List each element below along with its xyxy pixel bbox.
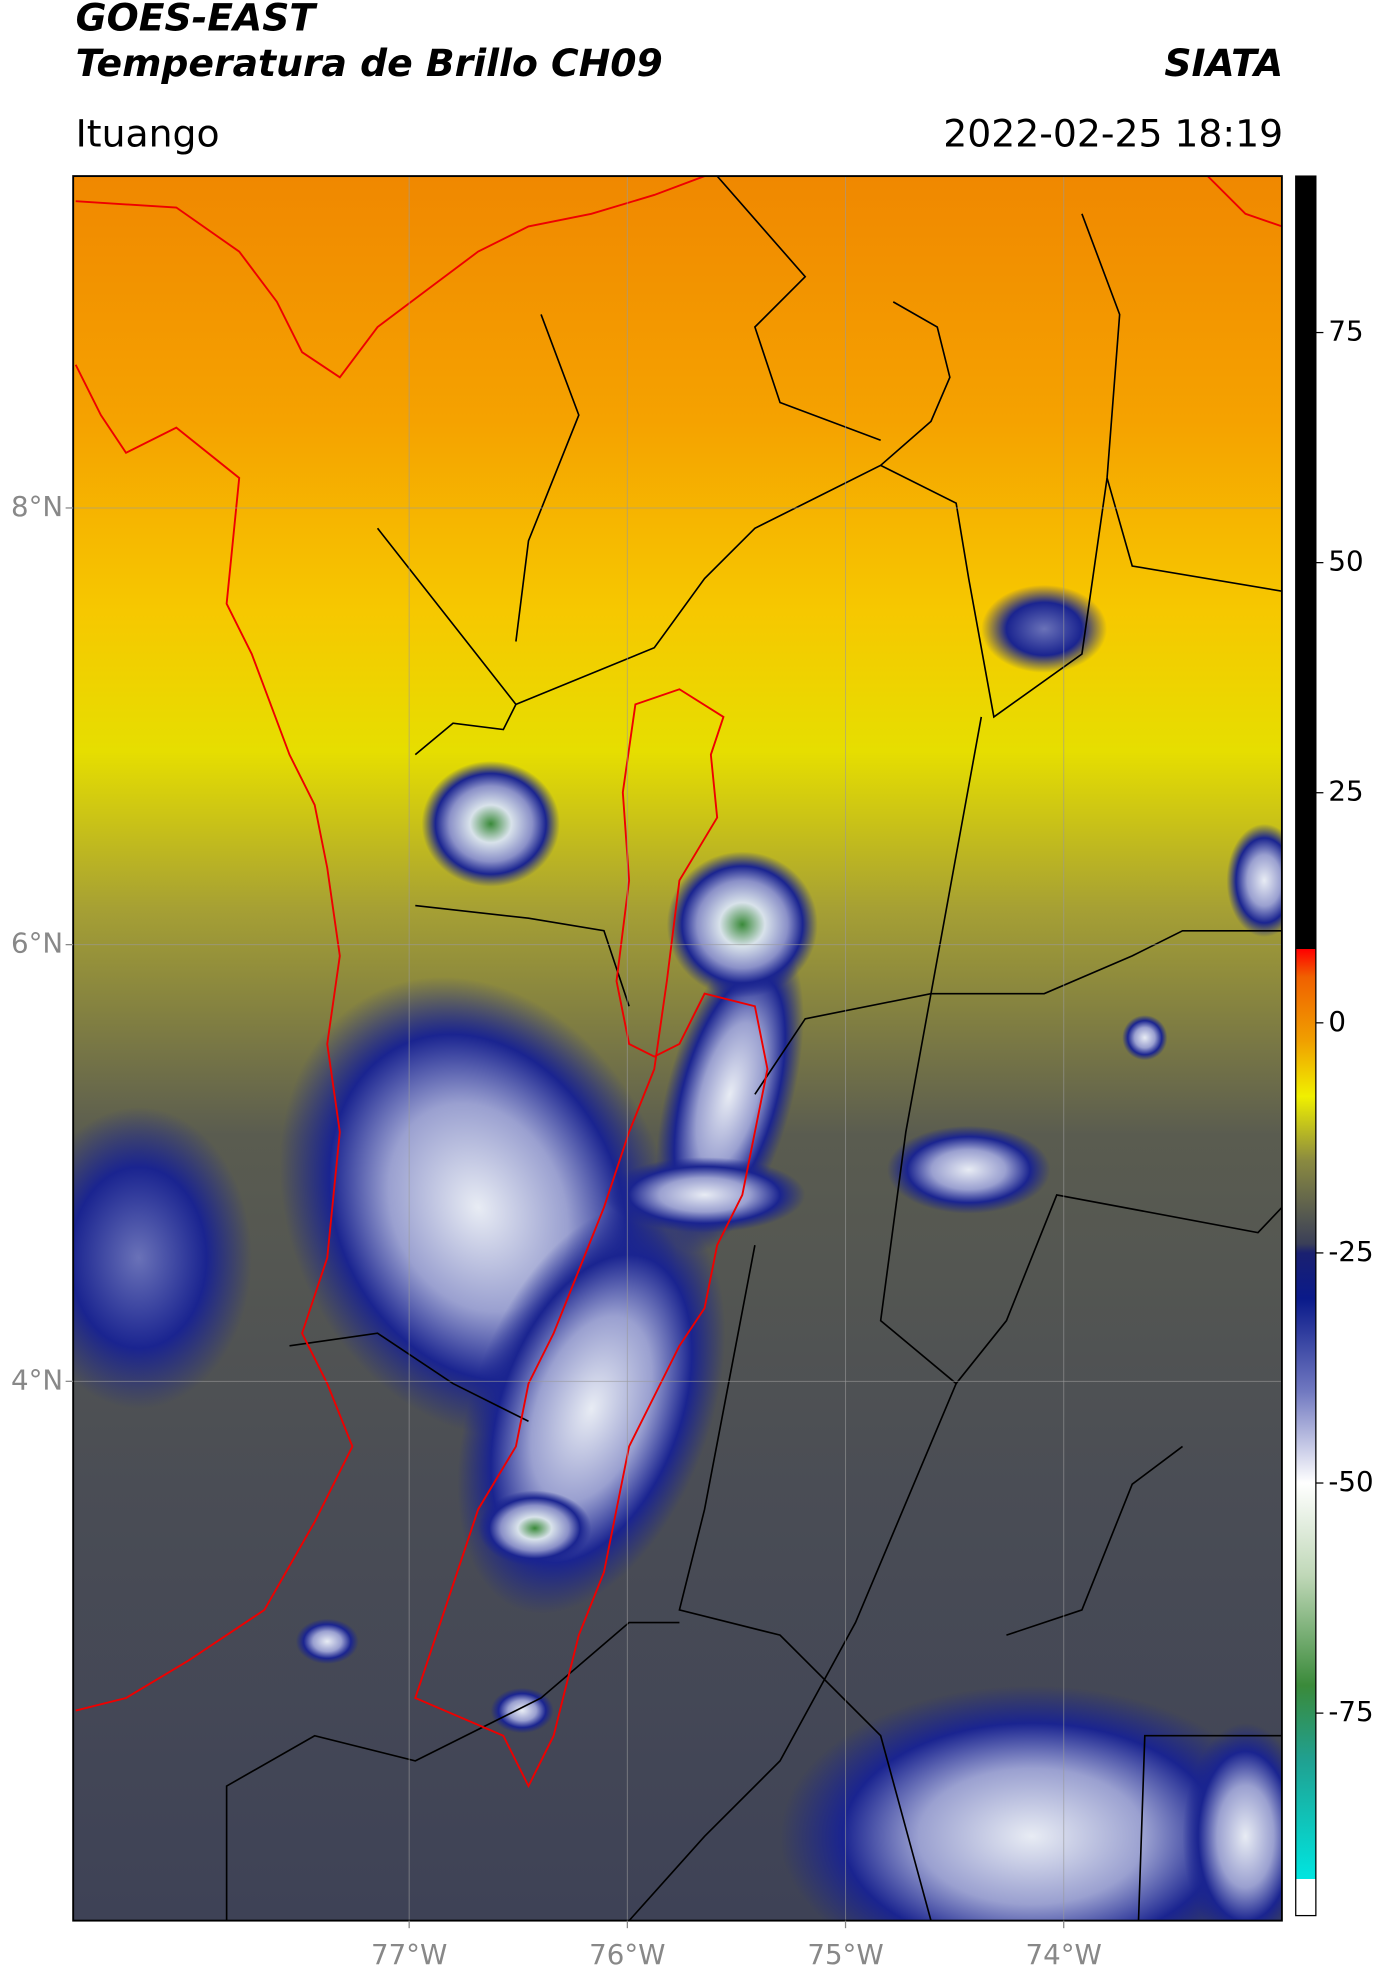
- colorbar-tick-label: 50: [1328, 545, 1363, 578]
- x-tick-label: 76°W: [589, 1938, 665, 1971]
- graticule: [73, 176, 1282, 1921]
- satellite-image: [73, 176, 1282, 1921]
- colorbar-tick-label: 0: [1328, 1005, 1346, 1038]
- y-tick-label: 6°N: [11, 927, 63, 960]
- colorbar: [1295, 175, 1317, 1917]
- colorbar-tick-label: -25: [1328, 1235, 1373, 1268]
- timestamp: 2022-02-25 18:19: [943, 111, 1283, 155]
- title: GOES-EAST: [76, 0, 319, 40]
- colorbar-tick-label: -50: [1328, 1465, 1373, 1498]
- source: SIATA: [1164, 41, 1283, 85]
- y-tick-label: 4°N: [11, 1363, 63, 1396]
- x-tick-label: 75°W: [807, 1938, 883, 1971]
- location: Ituango: [76, 111, 220, 155]
- colorbar-tick-label: -75: [1328, 1695, 1373, 1728]
- x-tick-label: 77°W: [371, 1938, 447, 1971]
- subtitle: Temperatura de Brillo CH09: [76, 41, 663, 85]
- colorbar-tick-label: 75: [1328, 315, 1363, 348]
- y-tick-label: 8°N: [11, 490, 63, 523]
- map-frame: [72, 175, 1283, 1922]
- colorbar-tick-label: 25: [1328, 775, 1363, 808]
- x-tick-label: 74°W: [1026, 1938, 1102, 1971]
